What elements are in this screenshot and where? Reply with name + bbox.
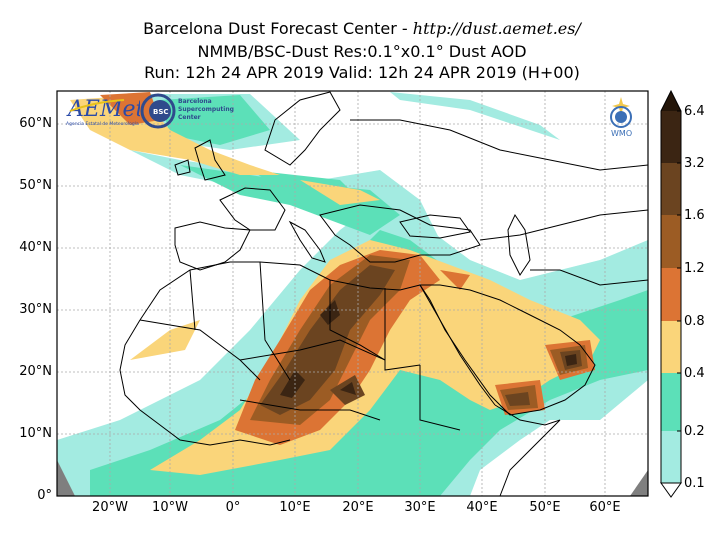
map-plot-area <box>57 91 648 496</box>
bsc-logo: BSC Barcelona Supercomputing Center <box>140 93 234 129</box>
title-line-1: Barcelona Dust Forecast Center - http://… <box>0 19 724 38</box>
cb-0.4-0.8 <box>661 321 681 373</box>
lat-label-50n: 50°N <box>19 178 52 193</box>
aemet-logo: AEMet Agencia Estatal de Meteorología <box>66 97 140 127</box>
svg-text:Agencia Estatal de Meteorologí: Agencia Estatal de Meteorología <box>66 120 139 127</box>
title-text: Barcelona Dust Forecast Center - <box>143 19 413 38</box>
colorbar-label-1.6: 1.6 <box>684 208 705 223</box>
lon-label-20e: 20°E <box>342 500 374 515</box>
colorbar-label-3.2: 3.2 <box>684 156 705 171</box>
lon-label-20w: 20°W <box>92 500 128 515</box>
cb-1.2-1.6 <box>661 215 681 268</box>
lat-label-10n: 10°N <box>19 426 52 441</box>
colorbar-label-0.8: 0.8 <box>684 314 705 329</box>
lat-label-30n: 30°N <box>19 302 52 317</box>
svg-text:Barcelona: Barcelona <box>178 98 212 105</box>
svg-text:Supercomputing: Supercomputing <box>178 106 234 113</box>
lat-label-40n: 40°N <box>19 240 52 255</box>
wmo-logo: WMO <box>610 97 632 138</box>
title-line-3: Run: 12h 24 APR 2019 Valid: 12h 24 APR 2… <box>144 63 580 82</box>
lon-label-40e: 40°E <box>466 500 498 515</box>
cb-0.1-0.2 <box>661 431 681 483</box>
cb-under-triangle <box>660 482 682 498</box>
colorbar-label-1.2: 1.2 <box>684 261 705 276</box>
cb-3.2-6.4 <box>661 111 681 163</box>
cb-over-triangle <box>661 91 681 111</box>
lat-label-60n: 60°N <box>19 116 52 131</box>
colorbar-label-6.4: 6.4 <box>684 104 705 119</box>
lon-label-50e: 50°E <box>529 500 561 515</box>
cb-0.2-0.4 <box>661 373 681 431</box>
colorbar-label-0.4: 0.4 <box>684 366 705 381</box>
colorbar <box>660 89 682 498</box>
graticule <box>57 91 648 496</box>
cb-1.6-3.2 <box>661 163 681 215</box>
svg-text:Center: Center <box>178 114 201 121</box>
lon-label-10w: 10°W <box>152 500 188 515</box>
lat-label-0: 0° <box>37 488 52 503</box>
lat-label-20n: 20°N <box>19 364 52 379</box>
lon-label-0: 0° <box>225 500 241 515</box>
svg-text:WMO: WMO <box>611 129 632 138</box>
lon-label-10e: 10°E <box>279 500 311 515</box>
plot-frame <box>56 90 649 497</box>
aemet-logo-text: AEMet <box>66 97 140 122</box>
colorbar-label-0.1: 0.1 <box>684 476 705 491</box>
lon-label-30e: 30°E <box>404 500 436 515</box>
coastlines <box>119 91 648 496</box>
title-url: http://dust.aemet.es/ <box>412 19 581 38</box>
cb-0.8-1.2 <box>661 268 681 321</box>
svg-text:BSC: BSC <box>153 108 169 116</box>
colorbar-label-0.2: 0.2 <box>684 424 705 439</box>
lon-label-60e: 60°E <box>589 500 621 515</box>
title-line-2: NMMB/BSC-Dust Res:0.1°x0.1° Dust AOD <box>197 42 527 61</box>
